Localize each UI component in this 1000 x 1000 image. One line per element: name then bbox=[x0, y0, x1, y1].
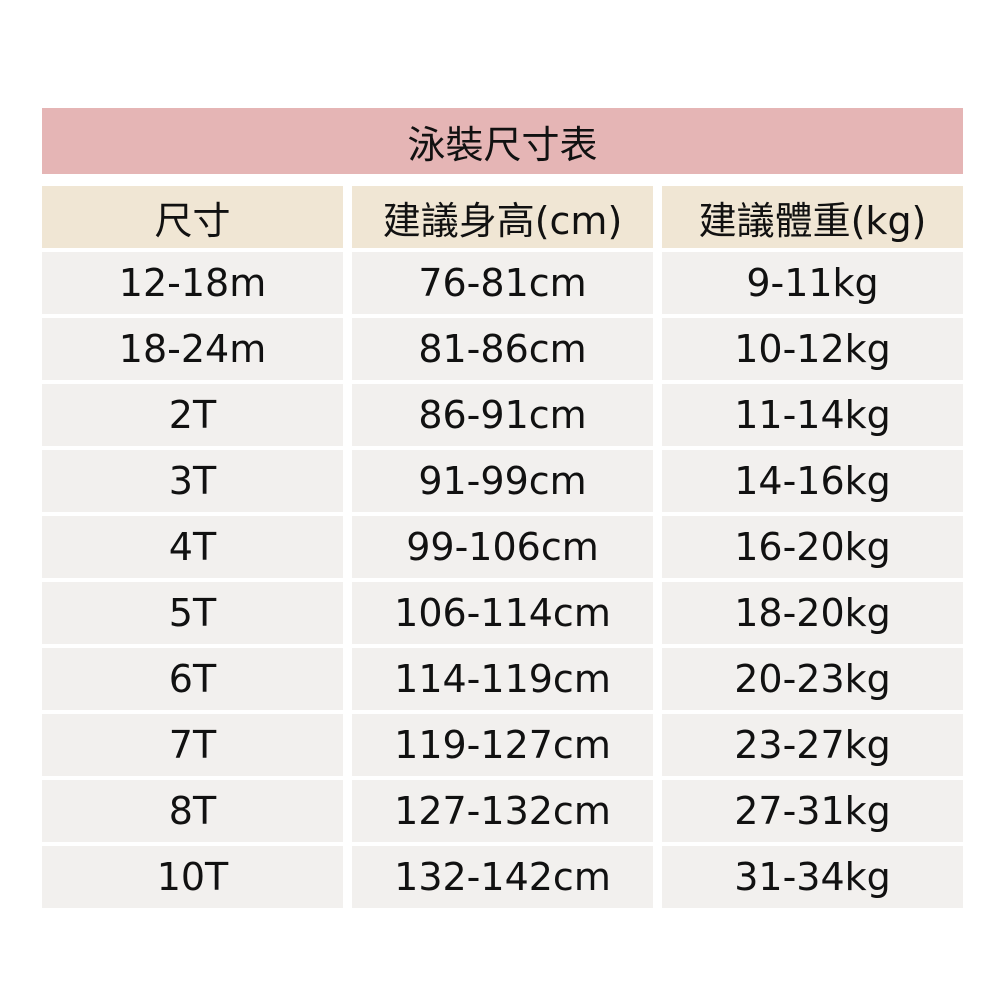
table-cell: 18-24m bbox=[42, 318, 343, 380]
table-cell: 10T bbox=[42, 846, 343, 908]
table-cell: 20-23kg bbox=[662, 648, 963, 710]
column-header: 尺寸 bbox=[42, 186, 343, 248]
table-cell: 11-14kg bbox=[662, 384, 963, 446]
column-header: 建議體重(kg) bbox=[662, 186, 963, 248]
table-title: 泳裝尺寸表 bbox=[42, 108, 963, 174]
column-header: 建議身高(cm) bbox=[352, 186, 653, 248]
table-cell: 5T bbox=[42, 582, 343, 644]
size-table: 尺寸 建議身高(cm) 建議體重(kg) 12-18m 76-81cm 9-11kg 18-… bbox=[42, 186, 963, 912]
table-cell: 27-31kg bbox=[662, 780, 963, 842]
table-cell: 119-127cm bbox=[352, 714, 653, 776]
table-cell: 18-20kg bbox=[662, 582, 963, 644]
table-cell: 7T bbox=[42, 714, 343, 776]
table-cell: 6T bbox=[42, 648, 343, 710]
table-cell: 106-114cm bbox=[352, 582, 653, 644]
table-cell: 9-11kg bbox=[662, 252, 963, 314]
table-cell: 16-20kg bbox=[662, 516, 963, 578]
table-cell: 23-27kg bbox=[662, 714, 963, 776]
table-cell: 86-91cm bbox=[352, 384, 653, 446]
table-cell: 4T bbox=[42, 516, 343, 578]
table-cell: 81-86cm bbox=[352, 318, 653, 380]
table-cell: 114-119cm bbox=[352, 648, 653, 710]
table-cell: 99-106cm bbox=[352, 516, 653, 578]
table-cell: 91-99cm bbox=[352, 450, 653, 512]
table-cell: 3T bbox=[42, 450, 343, 512]
table-cell: 12-18m bbox=[42, 252, 343, 314]
table-cell: 14-16kg bbox=[662, 450, 963, 512]
table-cell: 132-142cm bbox=[352, 846, 653, 908]
table-cell: 76-81cm bbox=[352, 252, 653, 314]
table-cell: 10-12kg bbox=[662, 318, 963, 380]
table-cell: 2T bbox=[42, 384, 343, 446]
table-cell: 127-132cm bbox=[352, 780, 653, 842]
table-cell: 31-34kg bbox=[662, 846, 963, 908]
table-cell: 8T bbox=[42, 780, 343, 842]
